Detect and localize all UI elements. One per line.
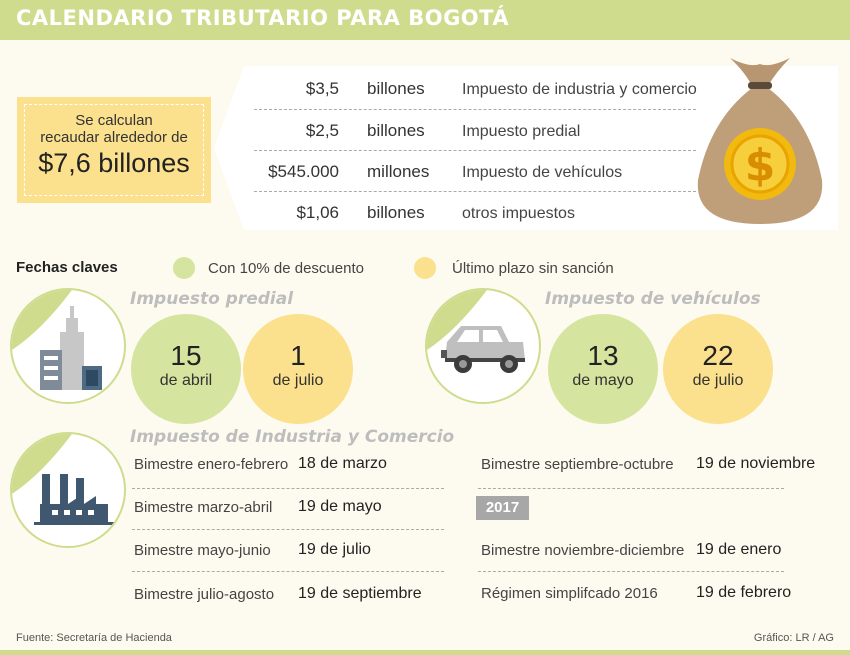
tax-desc: otros impuestos — [462, 205, 575, 222]
divider — [254, 109, 696, 110]
ica-label: Bimestre julio-agosto — [134, 586, 275, 603]
tax-amount: $545.000 — [268, 162, 339, 181]
tax-desc: Impuesto de vehículos — [462, 164, 623, 181]
tax-amount: $1,06 — [296, 203, 339, 222]
vehiculos-title: Impuesto de vehículos — [545, 289, 761, 309]
ica-row: Bimestre septiembre-octubre 19 de noviem… — [481, 446, 831, 486]
page-title: CALENDARIO TRIBUTARIO PARA BOGOTÁ — [16, 6, 510, 30]
discount-dot — [173, 257, 195, 279]
title-bar — [0, 0, 850, 40]
ica-date: 19 de julio — [298, 541, 371, 558]
building-icon-circle — [10, 288, 126, 404]
date-day: 15 — [170, 340, 202, 371]
year-tag: 2017 — [476, 496, 529, 520]
factory-icon — [12, 434, 114, 525]
divider — [254, 191, 696, 192]
date-day: 22 — [702, 340, 734, 371]
tax-unit: billones — [367, 121, 425, 140]
divider — [254, 150, 696, 151]
ica-label: Bimestre enero-febrero — [134, 456, 289, 473]
tax-amount: $2,5 — [305, 121, 339, 140]
ica-date: 19 de septiembre — [298, 585, 422, 602]
summary-line2: recaudar alrededor de — [40, 129, 188, 146]
ica-date: 19 de noviembre — [696, 455, 816, 472]
tax-row: $2,5 billones Impuesto predial — [254, 109, 694, 150]
ica-date: 19 de febrero — [696, 584, 792, 601]
tax-amount: $3,5 — [305, 79, 339, 98]
vehiculos-deadline-date: 22 de julio — [663, 314, 773, 424]
footer-credit: Gráfico: LR / AG — [753, 632, 834, 644]
date-month: de julio — [272, 372, 324, 389]
ica-label: Bimestre noviembre-diciembre — [481, 542, 685, 559]
tax-unit: billones — [367, 203, 425, 222]
summary-inner: Se calculan recaudar alrededor de $7,6 b… — [24, 104, 204, 196]
predial-deadline-date: 1 de julio — [243, 314, 353, 424]
svg-text:$: $ — [745, 140, 776, 191]
date-day: 1 — [290, 340, 306, 371]
ica-label: Régimen simplifcado 2016 — [481, 585, 658, 602]
ica-label: Bimestre marzo-abril — [134, 499, 273, 516]
legend-deadline: Último plazo sin sanción — [452, 260, 614, 277]
divider — [132, 488, 444, 489]
ica-row: Bimestre enero-febrero 18 de marzo — [134, 446, 444, 486]
divider — [478, 571, 784, 572]
summary-total: $7,6 billones — [38, 148, 190, 178]
divider — [132, 571, 444, 572]
tax-row: $3,5 billones Impuesto de industria y co… — [254, 67, 697, 108]
vehiculos-discount-date: 13 de mayo — [548, 314, 658, 424]
divider — [132, 529, 444, 530]
ica-date: 19 de enero — [696, 541, 782, 558]
tax-desc: Impuesto predial — [462, 123, 581, 140]
factory-icon-circle — [10, 432, 126, 548]
tax-row: $1,06 billones otros impuestos — [254, 191, 694, 232]
predial-discount-date: 15 de abril — [131, 314, 241, 424]
ica-row: Bimestre mayo-junio 19 de julio — [134, 532, 444, 572]
legend-discount: Con 10% de descuento — [208, 260, 364, 277]
ica-row: Bimestre noviembre-diciembre 19 de enero — [481, 532, 831, 572]
ica-date: 18 de marzo — [298, 455, 387, 472]
ica-date: 19 de mayo — [298, 498, 382, 515]
ica-row: Bimestre marzo-abril 19 de mayo — [134, 489, 444, 529]
legend-title: Fechas claves — [16, 259, 118, 276]
ica-label: Bimestre mayo-junio — [134, 542, 271, 559]
car-icon-circle — [425, 288, 541, 404]
summary-line1: Se calculan — [75, 112, 153, 129]
date-month: de julio — [692, 372, 744, 389]
tax-unit: billones — [367, 79, 425, 98]
tax-row: $545.000 millones Impuesto de vehículos — [254, 150, 694, 191]
date-day: 13 — [587, 340, 619, 371]
ica-row: Bimestre julio-agosto 19 de septiembre — [134, 576, 444, 616]
building-icon — [12, 290, 102, 390]
ica-row: Régimen simplifcado 2016 19 de febrero — [481, 575, 831, 615]
deadline-dot — [414, 257, 436, 279]
date-month: de mayo — [572, 372, 634, 389]
money-bag-icon: $ — [697, 58, 823, 224]
date-month: de abril — [159, 372, 213, 389]
tax-unit: millones — [367, 162, 430, 181]
tax-desc: Impuesto de industria y comercio — [462, 81, 697, 98]
ica-title: Impuesto de Industria y Comercio — [130, 427, 455, 447]
ica-label: Bimestre septiembre-octubre — [481, 456, 674, 473]
summary-box: Se calculan recaudar alrededor de $7,6 b… — [17, 97, 211, 203]
car-icon — [427, 290, 525, 373]
predial-title: Impuesto predial — [130, 289, 294, 309]
divider — [478, 488, 784, 489]
footer-source: Fuente: Secretaría de Hacienda — [16, 632, 172, 644]
bottom-bar — [0, 650, 850, 655]
